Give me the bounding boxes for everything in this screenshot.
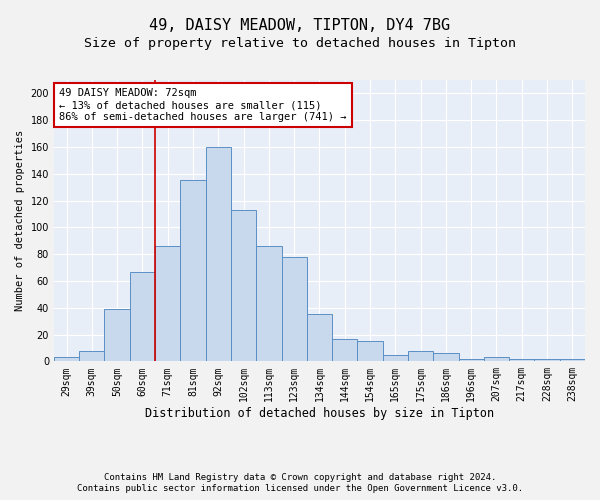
Text: Contains HM Land Registry data © Crown copyright and database right 2024.: Contains HM Land Registry data © Crown c…: [104, 472, 496, 482]
Text: Contains public sector information licensed under the Open Government Licence v3: Contains public sector information licen…: [77, 484, 523, 493]
Bar: [458, 358, 484, 362]
Text: Size of property relative to detached houses in Tipton: Size of property relative to detached ho…: [84, 38, 516, 51]
Bar: [231, 210, 256, 362]
Y-axis label: Number of detached properties: Number of detached properties: [15, 130, 25, 312]
Bar: [54, 358, 79, 362]
Bar: [509, 358, 535, 362]
Text: 49, DAISY MEADOW, TIPTON, DY4 7BG: 49, DAISY MEADOW, TIPTON, DY4 7BG: [149, 18, 451, 32]
Bar: [307, 314, 332, 362]
Bar: [535, 358, 560, 362]
Bar: [433, 354, 458, 362]
Bar: [281, 257, 307, 362]
Bar: [155, 246, 181, 362]
X-axis label: Distribution of detached houses by size in Tipton: Distribution of detached houses by size …: [145, 407, 494, 420]
Bar: [256, 246, 281, 362]
Bar: [408, 350, 433, 362]
Bar: [484, 358, 509, 362]
Bar: [560, 358, 585, 362]
Bar: [130, 272, 155, 362]
Bar: [79, 350, 104, 362]
Text: 49 DAISY MEADOW: 72sqm
← 13% of detached houses are smaller (115)
86% of semi-de: 49 DAISY MEADOW: 72sqm ← 13% of detached…: [59, 88, 347, 122]
Bar: [181, 180, 206, 362]
Bar: [332, 338, 358, 361]
Bar: [104, 309, 130, 362]
Bar: [358, 341, 383, 361]
Bar: [383, 354, 408, 362]
Bar: [206, 147, 231, 362]
